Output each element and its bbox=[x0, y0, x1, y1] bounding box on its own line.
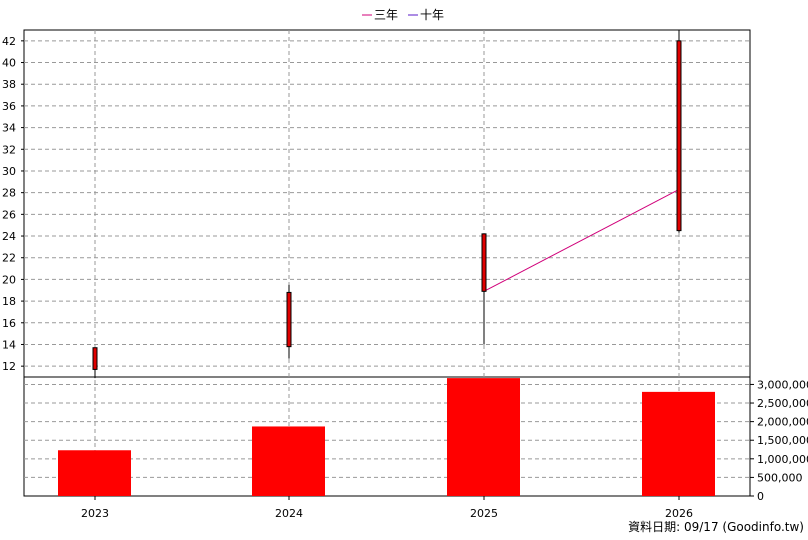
volume-plot-frame bbox=[23, 376, 751, 497]
trend-line bbox=[483, 188, 680, 292]
volume-tick-label: 2,500,000 bbox=[757, 397, 808, 410]
price-plot-frame bbox=[23, 29, 751, 378]
price-tick-label: 16 bbox=[2, 317, 16, 330]
volume-tick-label: 0 bbox=[757, 490, 764, 503]
source-label: 資料日期: 09/17 (Goodinfo.tw) bbox=[628, 520, 804, 534]
volume-tick-label: 500,000 bbox=[757, 471, 803, 484]
price-tick-label: 14 bbox=[2, 338, 16, 351]
x-tick-label: 2026 bbox=[665, 507, 693, 520]
candles bbox=[92, 30, 682, 379]
x-axis-ticks: 2023 2024 2025 2026 bbox=[81, 496, 693, 520]
price-tick-label: 24 bbox=[2, 230, 16, 243]
legend-label-three-year: 三年 bbox=[374, 8, 398, 22]
price-tick-label: 38 bbox=[2, 78, 16, 91]
volume-bars bbox=[58, 378, 715, 496]
candle-body bbox=[286, 291, 292, 348]
x-tick-label: 2023 bbox=[81, 507, 109, 520]
trend-lines bbox=[483, 188, 680, 292]
candle-body bbox=[676, 40, 682, 232]
price-tick-label: 32 bbox=[2, 143, 16, 156]
price-tick-label: 28 bbox=[2, 187, 16, 200]
volume-bar bbox=[642, 391, 715, 496]
price-tick-label: 12 bbox=[2, 360, 16, 373]
volume-axis-ticks: 0 500,000 1,000,000 1,500,000 2,000,000 2,500… bbox=[750, 378, 808, 503]
volume-tick-label: 1,500,000 bbox=[757, 434, 808, 447]
volume-bar bbox=[252, 426, 325, 496]
x-tick-label: 2025 bbox=[470, 507, 498, 520]
price-tick-label: 22 bbox=[2, 252, 16, 265]
price-tick-label: 30 bbox=[2, 165, 16, 178]
price-tick-label: 26 bbox=[2, 208, 16, 221]
price-tick-label: 18 bbox=[2, 295, 16, 308]
volume-tick-label: 2,000,000 bbox=[757, 416, 808, 429]
price-tick-label: 36 bbox=[2, 100, 16, 113]
volume-tick-label: 1,000,000 bbox=[757, 453, 808, 466]
legend: 三年 十年 bbox=[362, 8, 444, 22]
legend-label-ten-year: 十年 bbox=[420, 8, 444, 22]
price-tick-label: 40 bbox=[2, 57, 16, 70]
candle-body bbox=[481, 233, 487, 292]
volume-tick-label: 3,000,000 bbox=[757, 378, 808, 391]
price-tick-label: 34 bbox=[2, 122, 16, 135]
volume-bar bbox=[447, 378, 520, 496]
candle-body bbox=[92, 347, 98, 370]
volume-bar bbox=[58, 450, 131, 496]
price-axis-ticks: 12 14 16 18 20 22 24 26 28 30 32 34 36 38 40 42 bbox=[2, 35, 24, 373]
price-tick-label: 42 bbox=[2, 35, 16, 48]
price-tick-label: 20 bbox=[2, 273, 16, 286]
x-tick-label: 2024 bbox=[275, 507, 303, 520]
